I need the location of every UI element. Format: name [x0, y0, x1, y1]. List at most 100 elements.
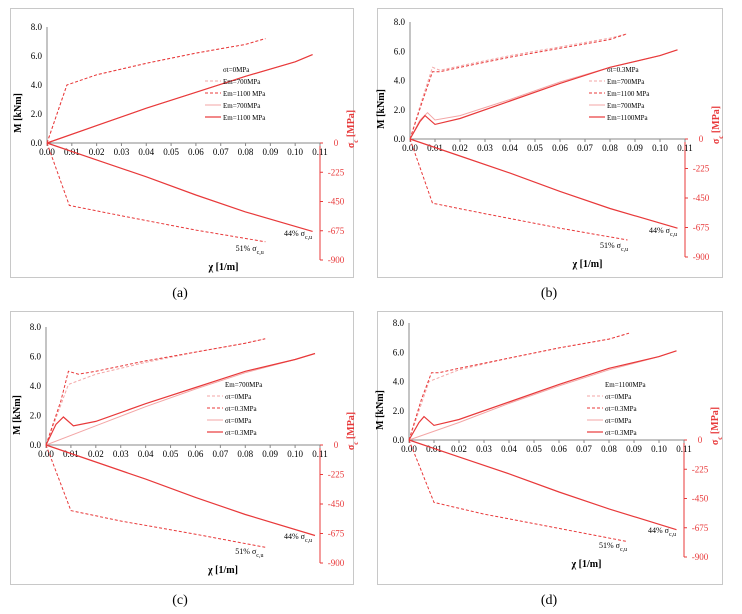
right-tick-label: -900	[692, 552, 709, 562]
x-tick-label: 0.11	[677, 143, 692, 153]
chart-d: 0.02.04.06.08.00.00 0.01 0.02 0.03 0.04 0.05 0…	[375, 318, 724, 570]
legend-entry: σt=0.3MPa	[605, 405, 638, 413]
series-line-3	[409, 49, 678, 140]
right-tick-label: -900	[328, 558, 345, 568]
x-tick-label: 0.09	[627, 143, 643, 153]
panel-label: (c)	[172, 593, 188, 608]
legend-entry: Em=700MPa	[607, 102, 645, 110]
x-axis-label: χ [1/m]	[572, 259, 603, 270]
x-tick-label: 0.08	[238, 147, 254, 157]
y-tick-label: 6.0	[31, 51, 43, 61]
series-line-5	[409, 138, 678, 229]
panel-label: (d)	[540, 593, 558, 608]
right-axis-label: σc [MPa]	[346, 412, 360, 450]
series-line-4	[408, 439, 627, 542]
y-axis-label: M [kNm]	[375, 390, 386, 430]
right-tick-label: -225	[693, 164, 710, 174]
series-line-1	[408, 332, 630, 441]
panel-a: 0.0 2.0 4.0 6.0 8.0 0.00 0.01 0.02 0.03 0.04 0.05 0…	[0, 0, 371, 307]
chart-b: 0.02.04.06.08.00.00 0.01 0.02 0.03 0.04 0.05 0…	[376, 17, 725, 270]
x-axis-label: χ [1/m]	[207, 565, 238, 576]
annotation-51: 51% σc,u	[600, 241, 628, 253]
right-tick-label: 0	[334, 138, 339, 148]
x-tick-label: 0.09	[262, 147, 278, 157]
y-axis-label: M [kNm]	[13, 93, 24, 133]
legend-entry: σt=0.3MPa	[225, 429, 258, 437]
legend-entry: Em=1100 MPa	[607, 90, 650, 98]
right-tick-label: -225	[328, 470, 345, 480]
x-tick-label: 0.04	[138, 147, 154, 157]
y-tick-label: 4.0	[30, 381, 42, 391]
legend-entry: Em=700MPa	[223, 78, 261, 86]
y-tick-label: 8.0	[393, 318, 405, 328]
x-tick-label: 0.08	[237, 449, 253, 459]
series-line-4	[409, 138, 628, 241]
x-tick-label: 0.07	[213, 147, 229, 157]
x-tick-label: 0.04	[502, 143, 518, 153]
x-tick-label: 0.10	[287, 147, 303, 157]
right-tick-label: -450	[328, 499, 345, 509]
annotation-44: 44% σc,u	[648, 526, 676, 538]
x-tick-label: 0.03	[114, 147, 130, 157]
annotation-44: 44% σc,u	[284, 532, 312, 544]
x-tick-label: 0.05	[163, 449, 179, 459]
series-line-5	[45, 444, 316, 537]
y-tick-label: 8.0	[31, 22, 43, 32]
right-tick-label: -225	[692, 464, 709, 474]
series-line-2	[45, 353, 316, 446]
annotation-51: 51% σc,u	[235, 547, 263, 559]
x-tick-label: 0.03	[113, 449, 129, 459]
x-tick-label: 0.11	[676, 444, 691, 454]
series-line-3	[408, 350, 677, 441]
right-tick-label: -675	[693, 223, 710, 233]
chart-a: 0.02.04.06.08.00.00 0.01 0.02 0.03 0.04 0.05 0…	[13, 22, 360, 273]
y-tick-label: 2.0	[393, 406, 405, 416]
annotation-44: 44% σc,u	[649, 226, 677, 238]
x-tick-label: 0.09	[626, 444, 642, 454]
legend-entry: Em=1100MPa	[607, 114, 649, 122]
y-tick-label: 2.0	[394, 105, 406, 115]
legend-entry: σt=0.3MPa	[225, 405, 258, 413]
y-tick-label: 0.0	[30, 440, 42, 450]
annotation-44: 44% σc,u	[284, 229, 312, 241]
legend-entry: σt=0.3MPa	[605, 429, 638, 437]
y-tick-label: 2.0	[31, 109, 43, 119]
x-tick-label: 0.05	[527, 143, 543, 153]
right-tick-label: -450	[692, 494, 709, 504]
legend-entry: Em=1100 MPa	[223, 90, 266, 98]
y-tick-label: 0.0	[394, 134, 406, 144]
y-tick-label: 0.0	[393, 435, 405, 445]
right-tick-label: 0	[334, 440, 339, 450]
series-line-1	[46, 38, 266, 144]
x-tick-label: 0.07	[577, 143, 593, 153]
y-tick-label: 4.0	[31, 80, 43, 90]
y-tick-label: 2.0	[30, 411, 42, 421]
x-tick-label: 0.02	[89, 147, 105, 157]
y-tick-label: 4.0	[393, 377, 405, 387]
right-axis-label: σc [MPa]	[346, 110, 360, 148]
x-tick-label: 0.11	[312, 449, 327, 459]
panel-label: (a)	[172, 286, 188, 301]
series-line-5	[408, 439, 677, 531]
y-tick-label: 6.0	[30, 352, 42, 362]
chart-frame	[377, 311, 723, 585]
legend-entry: σt=0MPa	[225, 393, 252, 401]
x-tick-label: 0.07	[212, 449, 228, 459]
x-tick-label: 0.00	[401, 444, 417, 454]
right-axis-label: σc [MPa]	[710, 407, 724, 445]
series-line-1	[45, 338, 266, 446]
x-tick-label: 0.00	[402, 143, 418, 153]
legend-entry: Em=1100 MPa	[223, 114, 266, 122]
chart-frame	[377, 8, 723, 278]
right-tick-label: -675	[328, 226, 345, 236]
x-tick-label: 0.06	[552, 143, 568, 153]
legend-entry: Em=700MPa	[223, 102, 261, 110]
x-tick-label: 0.11	[312, 147, 327, 157]
right-tick-label: 0	[698, 435, 703, 445]
x-tick-label: 0.08	[601, 444, 617, 454]
series-line-2	[408, 350, 677, 441]
x-tick-label: 0.06	[551, 444, 567, 454]
x-tick-label: 0.10	[287, 449, 303, 459]
legend-entry: σt=0MPa	[605, 417, 632, 425]
series-line-4	[45, 444, 266, 548]
